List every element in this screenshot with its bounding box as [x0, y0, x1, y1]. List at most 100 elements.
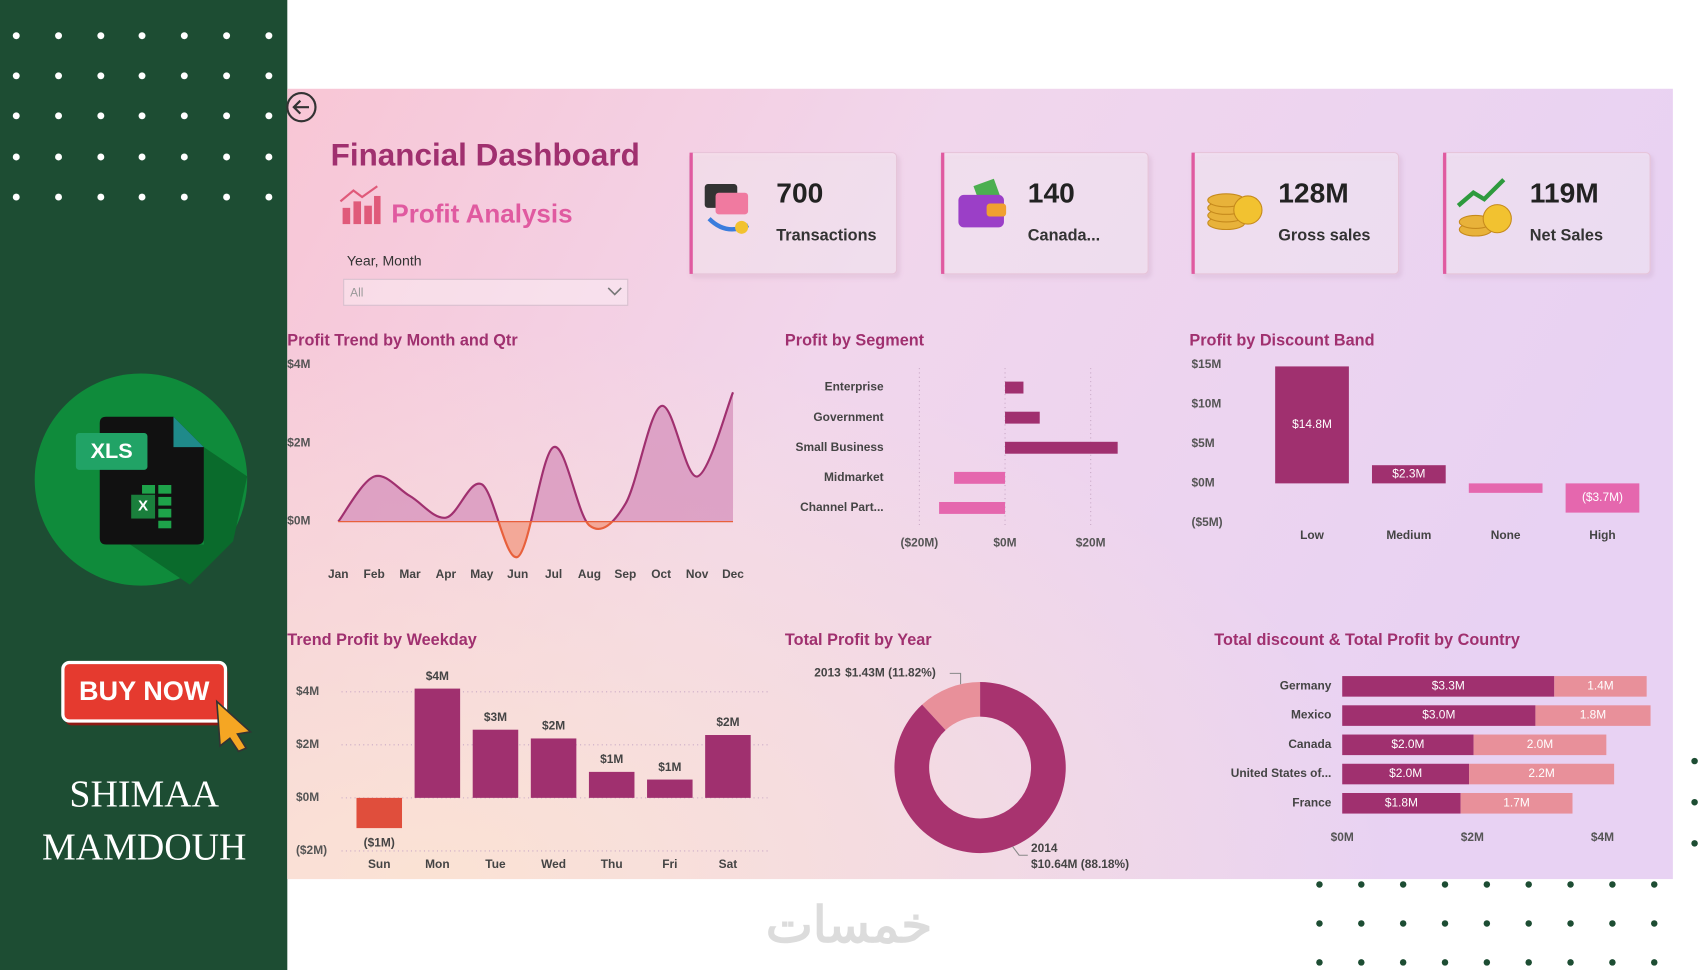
- dot: [1399, 920, 1407, 927]
- dot: [223, 112, 231, 120]
- bar-segment: [1342, 676, 1555, 697]
- dot: [55, 153, 63, 161]
- dot: [1316, 959, 1323, 966]
- dot: [138, 153, 146, 161]
- bar: [939, 501, 1006, 514]
- data-label: $1.8M: [1385, 795, 1418, 809]
- bar-segment: [1535, 705, 1651, 726]
- bar: [472, 729, 519, 798]
- bar: [530, 738, 577, 798]
- donut-slice: [894, 682, 1066, 854]
- dot: [138, 72, 146, 80]
- filter-dropdown[interactable]: [343, 278, 629, 306]
- dot: [97, 72, 105, 80]
- buy-button[interactable]: [61, 660, 228, 723]
- icon-shape: [1482, 204, 1512, 234]
- dot: [1567, 920, 1574, 927]
- bar: [1565, 483, 1640, 513]
- back-arrow[interactable]: [292, 99, 309, 115]
- data-label: $2.0M: [1389, 766, 1422, 780]
- y-tick-label: $15M: [1192, 357, 1222, 371]
- y-tick-label: $0M: [1192, 476, 1215, 490]
- dot: [12, 72, 20, 80]
- dot: [1567, 881, 1574, 888]
- bar-segment: [1473, 734, 1607, 756]
- dot: [1609, 920, 1616, 927]
- dot: [265, 32, 273, 40]
- dot: [1650, 881, 1658, 888]
- bar: [1005, 381, 1024, 394]
- data-label: $3M: [484, 710, 507, 724]
- y-tick-label: $0M: [296, 790, 319, 804]
- kpi-accent: [1443, 152, 1447, 274]
- slice-label: $1.43M (11.82%): [845, 666, 936, 680]
- leader-line: [1012, 846, 1028, 856]
- author-last: MAMDOUH: [42, 827, 246, 869]
- chart-title: Profit Trend by Month and Qtr: [287, 331, 518, 349]
- y-tick-label: $2M: [296, 737, 319, 751]
- dot: [180, 193, 188, 201]
- dot: [55, 72, 63, 80]
- data-label: $1M: [600, 752, 623, 766]
- kpi-label: Transactions: [776, 226, 876, 244]
- x-tick-label: None: [1491, 528, 1521, 542]
- y-tick-label: $0M: [287, 514, 310, 528]
- dot: [12, 32, 20, 40]
- x-tick-label: Dec: [722, 567, 744, 581]
- dot: [1358, 920, 1365, 927]
- dot: [12, 112, 20, 120]
- dot: [1441, 881, 1449, 888]
- dot: [1399, 959, 1407, 966]
- dot: [223, 72, 231, 80]
- x-tick-label: Jul: [545, 567, 562, 581]
- donut-slice: [922, 682, 981, 731]
- dot: [223, 153, 231, 161]
- bar: [954, 471, 1006, 484]
- dot: [1691, 798, 1698, 806]
- data-label: ($3.7M): [1582, 490, 1623, 504]
- chart-title: Trend Profit by Weekday: [287, 631, 476, 649]
- y-tick-label: ($2M): [296, 843, 327, 857]
- x-tick-label: Apr: [436, 567, 457, 581]
- dot: [265, 153, 273, 161]
- chart-title: Profit by Segment: [785, 331, 925, 349]
- chart-title: Total Profit by Year: [785, 631, 932, 649]
- y-tick-label: Enterprise: [825, 380, 884, 394]
- x-tick-label: ($20M): [901, 536, 939, 550]
- x-tick-label: Sat: [719, 857, 738, 871]
- x-tick-label: Aug: [578, 567, 601, 581]
- x-tick-label: Wed: [541, 857, 566, 871]
- dropdown-chevron[interactable]: [607, 287, 622, 296]
- x-tick-label: Mon: [425, 857, 449, 871]
- dot: [1358, 881, 1365, 888]
- bar: [414, 688, 461, 798]
- dot: [97, 112, 105, 120]
- buy-label[interactable]: BUY NOW: [79, 675, 210, 706]
- icon-shape: [735, 220, 749, 234]
- dot: [55, 193, 63, 201]
- kpi-label: Net Sales: [1530, 226, 1603, 244]
- sheet-letter: X: [138, 498, 148, 515]
- dot: [1483, 881, 1491, 888]
- dot: [1567, 959, 1574, 966]
- y-tick-label: ($5M): [1192, 515, 1223, 529]
- dot: [1483, 959, 1491, 966]
- back-button[interactable]: [286, 92, 317, 123]
- dot: [12, 153, 20, 161]
- kpi-icon: [1207, 193, 1263, 231]
- bar: [705, 735, 751, 798]
- xls-badge: [75, 433, 148, 470]
- bar: [1468, 483, 1543, 493]
- dot: [1650, 959, 1658, 966]
- line: [337, 391, 735, 522]
- dot: [12, 193, 20, 201]
- kpi-label: Gross sales: [1278, 226, 1370, 244]
- filter-value[interactable]: All: [350, 286, 363, 300]
- cursor-icon: [215, 699, 253, 753]
- chart-title: Total discount & Total Profit by Country: [1214, 631, 1520, 649]
- dot: [265, 112, 273, 120]
- dot: [1691, 840, 1698, 847]
- logo-shadow: [130, 447, 248, 585]
